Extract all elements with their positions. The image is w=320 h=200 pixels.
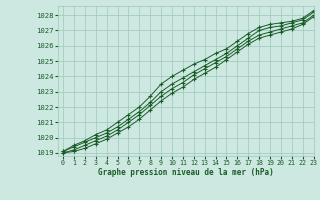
X-axis label: Graphe pression niveau de la mer (hPa): Graphe pression niveau de la mer (hPa)	[98, 168, 274, 177]
